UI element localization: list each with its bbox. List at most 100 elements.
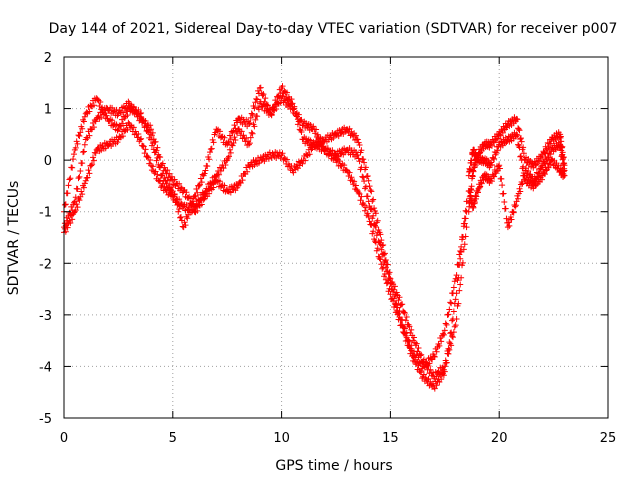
data-point-plus [299, 160, 306, 167]
data-point-plus [443, 321, 450, 328]
data-point-plus [456, 261, 463, 268]
data-point-plus [371, 238, 378, 245]
data-point-plus [79, 160, 86, 167]
data-point-plus [491, 173, 498, 180]
data-point-plus [164, 177, 171, 184]
data-point-plus [545, 154, 552, 161]
data-point-plus [474, 189, 481, 196]
data-point-plus [371, 222, 378, 229]
data-point-plus [496, 162, 503, 169]
data-point-plus [356, 141, 363, 148]
data-point-plus [452, 296, 459, 303]
data-point-plus [440, 372, 447, 379]
data-point-plus [467, 166, 474, 173]
axis-ticks [63, 56, 609, 419]
data-point-plus [445, 311, 452, 318]
data-point-plus [98, 114, 105, 121]
data-point-plus [135, 110, 142, 117]
data-point-plus [544, 139, 551, 146]
y-tick-label: 0 [44, 154, 52, 169]
data-point-plus [113, 121, 120, 128]
data-point-plus [202, 167, 209, 174]
data-point-plus [367, 187, 374, 194]
data-point-plus [401, 330, 407, 337]
data-point-plus [410, 348, 417, 355]
data-point-plus [259, 92, 266, 99]
x-tick-label: 0 [60, 431, 68, 446]
data-point-plus [214, 127, 221, 134]
data-point-plus [391, 301, 398, 308]
data-point-plus [251, 105, 258, 112]
data-point-plus [247, 134, 254, 141]
data-point-plus [401, 325, 408, 332]
data-point-plus [534, 173, 541, 180]
y-tick-label: -2 [39, 257, 52, 272]
data-point-plus [284, 156, 291, 163]
data-point-plus [380, 250, 387, 257]
data-point-plus [251, 123, 258, 130]
data-point-plus [227, 149, 234, 156]
data-point-plus [213, 172, 220, 179]
data-point-plus [447, 299, 454, 306]
data-point-plus [235, 115, 242, 122]
data-point-plus [183, 189, 190, 196]
chart-title: Day 144 of 2021, Sidereal Day-to-day VTE… [49, 21, 618, 37]
data-point-plus [221, 134, 228, 141]
data-point-plus [352, 148, 359, 155]
data-point-plus [316, 138, 323, 145]
data-point-plus [463, 224, 470, 231]
data-point-plus [459, 259, 466, 266]
data-point-plus [491, 156, 498, 163]
data-point-plus [442, 320, 449, 327]
data-point-plus [225, 139, 232, 146]
data-point-plus [358, 147, 365, 154]
data-point-plus [90, 154, 97, 161]
data-point-plus [431, 353, 438, 360]
data-point-plus [515, 195, 522, 202]
data-point-plus [312, 130, 319, 137]
data-point-plus [459, 234, 466, 241]
data-point-plus [368, 206, 375, 213]
data-point-plus [448, 329, 455, 336]
data-point-plus [458, 243, 465, 250]
data-point-plus [253, 95, 260, 102]
data-point-plus [516, 127, 523, 134]
data-point-plus [370, 212, 377, 219]
data-point-plus [395, 297, 402, 304]
data-point-plus [403, 314, 410, 321]
data-point-plus [372, 224, 379, 231]
data-point-plus [473, 193, 480, 200]
data-point-plus [239, 177, 246, 184]
data-point-plus [307, 122, 314, 129]
data-point-plus [102, 145, 109, 152]
data-point-plus [268, 112, 275, 119]
data-point-plus [350, 133, 357, 140]
data-point-plus [507, 213, 514, 220]
data-point-plus [159, 180, 166, 187]
data-point-plus [229, 142, 236, 149]
data-point-plus [374, 229, 381, 236]
data-point-plus [545, 144, 552, 151]
data-point-plus [235, 182, 242, 189]
data-point-plus [79, 125, 86, 132]
data-point-plus [378, 246, 385, 253]
data-point-plus [153, 147, 160, 154]
data-point-plus [457, 281, 464, 288]
data-point-plus [354, 151, 361, 158]
data-point-plus [514, 132, 521, 139]
data-point-plus [248, 110, 255, 117]
data-point-plus [415, 344, 422, 351]
data-point-plus [72, 207, 79, 214]
data-point-plus [279, 150, 286, 157]
data-point-plus [451, 300, 458, 307]
data-point-plus [252, 116, 259, 123]
data-point-plus [345, 172, 352, 179]
data-point-plus [103, 112, 110, 119]
data-point-plus [466, 188, 473, 195]
data-point-plus [147, 122, 154, 129]
data-point-plus [137, 136, 144, 143]
data-point-plus [246, 119, 253, 126]
data-point-plus [77, 167, 84, 174]
data-point-plus [378, 261, 385, 268]
data-point-plus [221, 182, 228, 189]
